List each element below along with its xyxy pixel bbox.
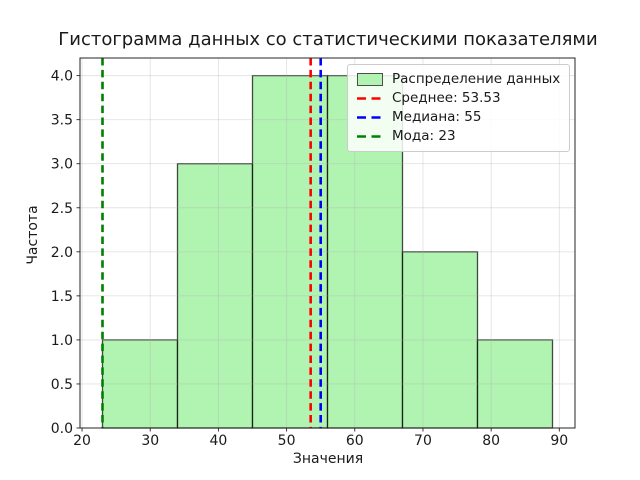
x-axis-label: Значения [292, 451, 364, 467]
y-tick-label: 4.0 [51, 69, 73, 85]
y-tick-label: 2.5 [51, 201, 73, 217]
x-tick-label: 70 [414, 433, 432, 449]
histogram-bar [251, 74, 329, 429]
mean-dash-swatch [357, 97, 383, 100]
axes-border [79, 57, 576, 429]
distribution-swatch [357, 73, 383, 86]
legend-item-mode: Мода: 23 [357, 127, 560, 144]
legend-item-mean: Среднее: 53.53 [357, 89, 560, 106]
legend: Распределение данных Среднее: 53.53 Меди… [347, 64, 570, 152]
legend-label-median: Медиана: 55 [392, 108, 482, 125]
histogram-bar [176, 163, 254, 429]
x-tick-label: 60 [346, 433, 364, 449]
legend-item-distribution: Распределение данных [357, 70, 561, 87]
y-axis-label: Частота [25, 205, 41, 265]
x-tick-label: 30 [141, 433, 159, 449]
legend-label-mode: Мода: 23 [392, 127, 456, 144]
x-tick-label: 50 [278, 433, 296, 449]
y-tick-label: 1.0 [51, 333, 73, 349]
histogram-bar [101, 339, 179, 429]
legend-label-distribution: Распределение данных [392, 70, 561, 87]
histogram-bar [401, 251, 479, 429]
mode-dash-swatch [357, 135, 383, 138]
median-dash-swatch [357, 116, 383, 119]
x-tick-label: 90 [550, 433, 568, 449]
legend-item-median: Медиана: 55 [357, 108, 560, 125]
y-tick-label: 3.5 [51, 113, 73, 129]
y-tick-label: 0.0 [51, 421, 73, 437]
x-tick-label: 20 [73, 433, 91, 449]
y-tick-label: 3.0 [51, 157, 73, 173]
legend-label-mean: Среднее: 53.53 [392, 89, 501, 106]
y-tick-label: 0.5 [51, 377, 73, 393]
y-tick-label: 2.0 [51, 245, 73, 261]
histogram-bar [476, 339, 554, 429]
x-tick-label: 80 [482, 433, 500, 449]
x-tick-label: 40 [209, 433, 227, 449]
y-tick-label: 1.5 [51, 289, 73, 305]
chart-title: Гистограмма данных со статистическими по… [58, 29, 598, 50]
